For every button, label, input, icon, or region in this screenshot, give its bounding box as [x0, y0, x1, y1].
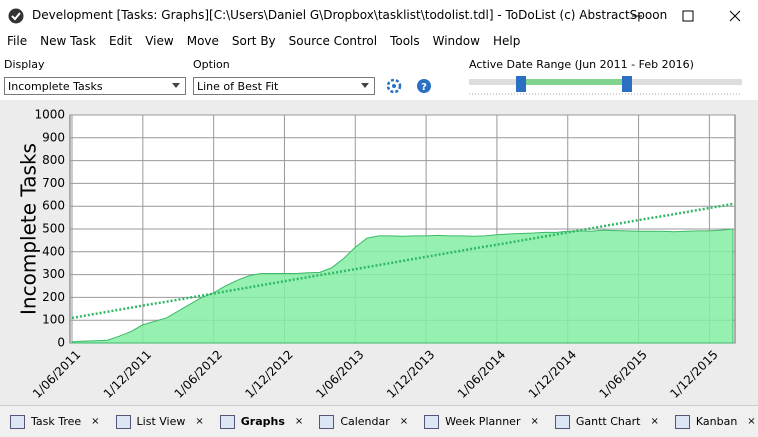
display-combo[interactable]: Incomplete Tasks: [4, 77, 186, 95]
y-tick-label: 0: [57, 336, 65, 350]
menu-item[interactable]: Sort By: [231, 34, 276, 48]
x-tick-label: 1/12/2015: [667, 347, 720, 400]
window-title: Development [Tasks: Graphs][C:\Users\Dan…: [32, 8, 668, 22]
y-tick-label: 100: [42, 313, 65, 327]
tab-icon: [115, 414, 131, 429]
tab-label: Task Tree: [31, 415, 82, 428]
y-tick-label: 200: [42, 290, 65, 304]
option-combo[interactable]: Line of Best Fit: [193, 77, 375, 95]
tab-close: ×: [650, 416, 659, 427]
title-bar: Development [Tasks: Graphs][C:\Users\Dan…: [0, 0, 758, 32]
tab[interactable]: Task Tree ×: [0, 414, 106, 429]
tab-icon: [674, 414, 690, 429]
menu-item[interactable]: New Task: [40, 34, 96, 48]
menu-item[interactable]: Source Control: [288, 34, 378, 48]
y-tick-label: 700: [42, 176, 65, 190]
x-tick-label: 1/12/2014: [526, 347, 579, 400]
y-tick-label: 300: [42, 267, 65, 281]
x-tick-label: 1/12/2012: [242, 347, 295, 400]
tab-icon: [319, 414, 335, 429]
tab-close: ×: [91, 416, 100, 427]
tab-close: ×: [747, 416, 756, 427]
tab-label: Gantt Chart: [575, 415, 641, 428]
y-axis-label: Incomplete Tasks: [17, 143, 41, 315]
svg-text:?: ?: [421, 82, 427, 93]
menu-item[interactable]: File: [7, 34, 28, 48]
tab[interactable]: Gantt Chart ×: [545, 414, 665, 429]
tab-icon: [219, 414, 235, 429]
x-tick-label: 1/06/2011: [30, 347, 83, 400]
tab-label: Kanban: [695, 415, 738, 428]
x-tick-label: 1/06/2013: [313, 347, 366, 400]
toolbar: Display Incomplete Tasks Option Line of …: [0, 52, 758, 100]
menu-bar: File New Task Edit View Move Sort By Source Co…: [0, 32, 758, 52]
x-tick-label: 1/06/2014: [455, 347, 508, 400]
menu-item[interactable]: Move: [186, 34, 219, 48]
tab[interactable]: Week Planner ×: [414, 414, 545, 429]
y-tick-label: 800: [42, 153, 65, 167]
tab-icon: [10, 414, 25, 429]
y-tick-label: 400: [42, 244, 65, 258]
y-tick-label: 500: [42, 222, 65, 236]
tab-close: ×: [399, 416, 409, 427]
app-icon: [8, 8, 24, 24]
tab-icon: [424, 414, 440, 429]
tab[interactable]: Kanban ×: [665, 414, 758, 429]
tab-label: Graphs: [240, 415, 285, 428]
tab[interactable]: Graphs ×: [210, 414, 310, 429]
x-tick-label: 1/06/2015: [597, 347, 650, 400]
menu-item[interactable]: Help: [492, 34, 521, 48]
chart: Incomplete Tasks 0 100 200 300 400 500 600 700 8…: [17, 108, 736, 401]
tab-icon: [554, 414, 570, 429]
area: [71, 228, 734, 344]
menu-item[interactable]: Window: [432, 34, 480, 48]
x-tick-label: 1/12/2013: [384, 347, 437, 400]
y-tick-label: 900: [42, 130, 65, 144]
tab-close: ×: [294, 416, 304, 427]
range-label: Active Date Range (Jun 2011 - Feb 2016): [469, 58, 694, 71]
option-label: Option: [193, 58, 230, 71]
y-tick-label: 600: [42, 199, 65, 213]
window-controls[interactable]: [630, 8, 750, 24]
display-label: Display: [4, 58, 45, 71]
y-tick-label: 1000: [34, 108, 65, 122]
tab[interactable]: Calendar ×: [309, 414, 414, 429]
date-range-slider[interactable]: [469, 76, 742, 98]
graph-panel: Incomplete Tasks 0 100 200 300 400 500 600 700 8…: [0, 100, 758, 405]
toolbar-buttons[interactable]: ?: [385, 77, 433, 97]
tab-close: ×: [530, 416, 539, 427]
tab-label: Calendar: [340, 415, 390, 428]
menu-item[interactable]: View: [145, 34, 174, 48]
menu-item[interactable]: Edit: [108, 34, 133, 48]
menu-item[interactable]: Tools: [390, 34, 420, 48]
tab-label: Week Planner: [445, 415, 521, 428]
tab-bar: Task Tree × List View × Graphs × Calendar × Week…: [0, 405, 758, 437]
x-tick-label: 1/06/2012: [172, 347, 225, 400]
tab-label: List View: [136, 415, 186, 428]
tab[interactable]: List View ×: [106, 414, 210, 429]
x-tick-label: 1/12/2011: [101, 347, 154, 400]
tab-close: ×: [195, 416, 204, 427]
